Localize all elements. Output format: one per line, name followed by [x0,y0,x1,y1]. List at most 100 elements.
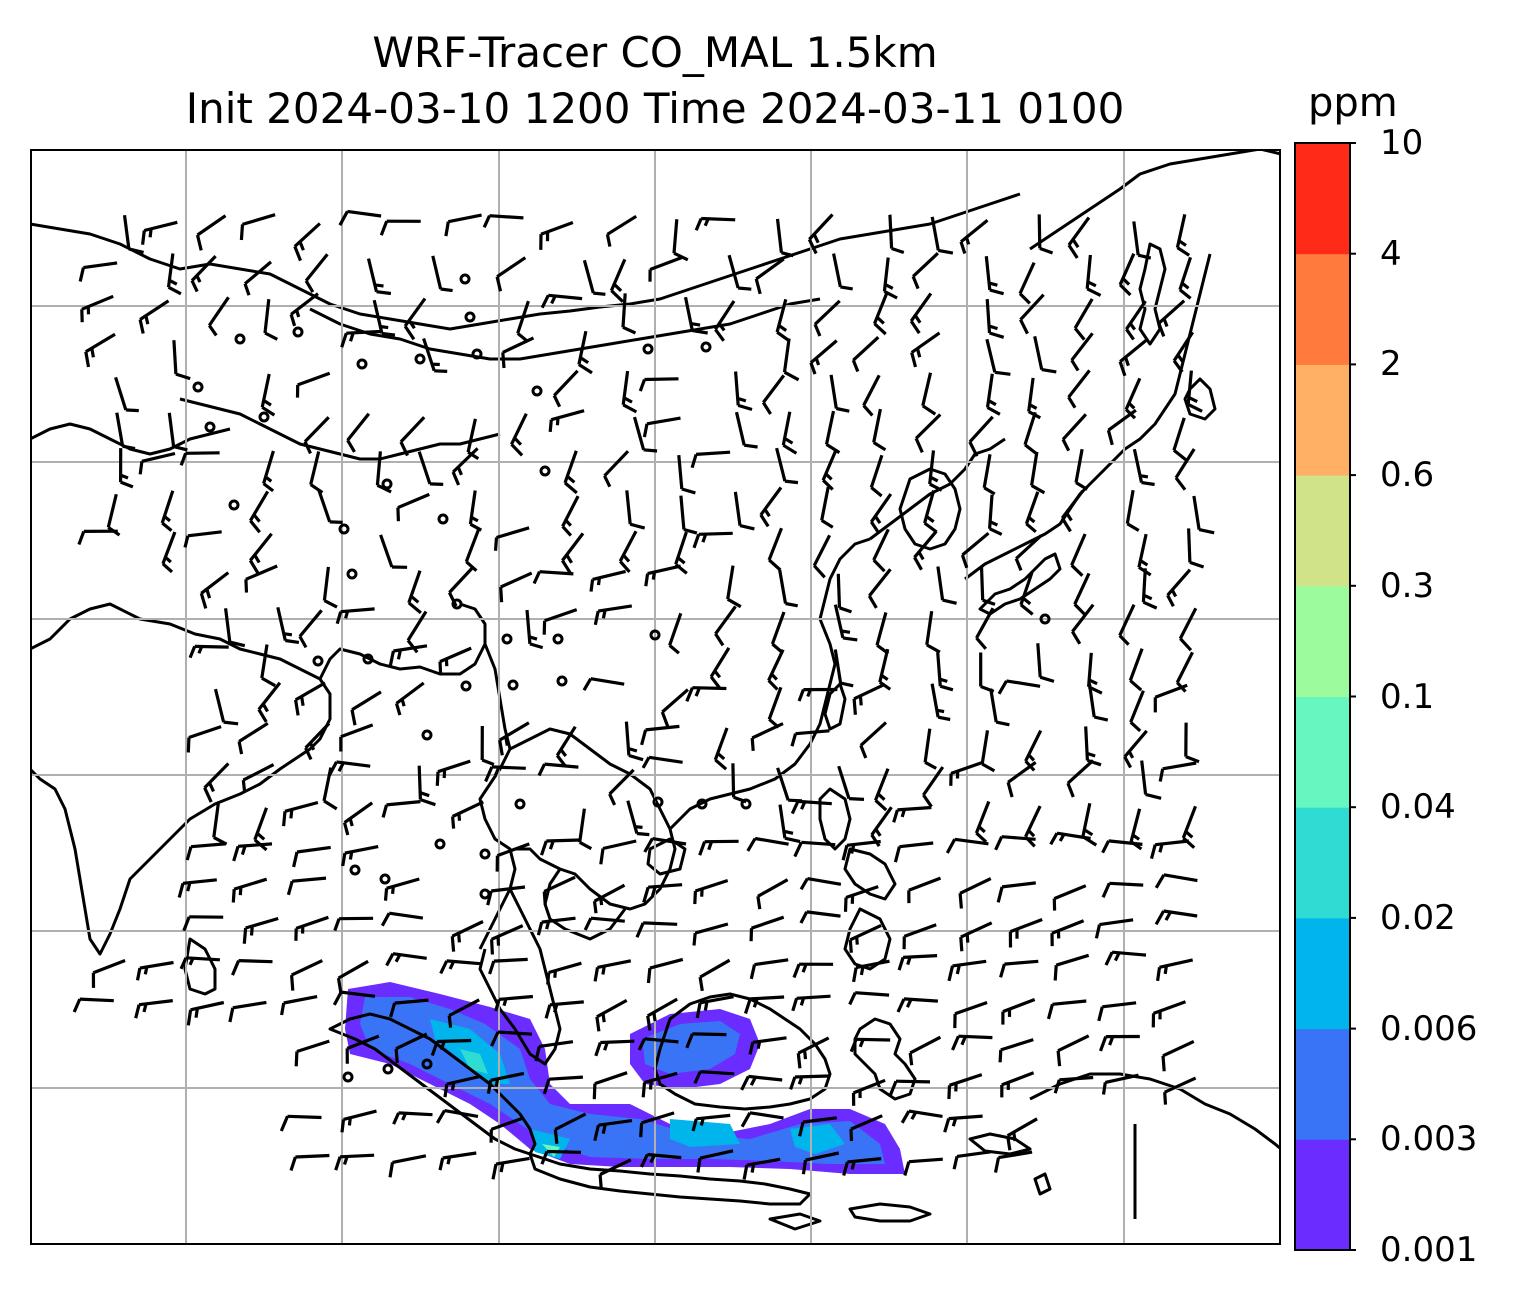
wind-barb [286,876,327,896]
wind-barb [388,644,428,667]
wind-barb [1050,919,1085,947]
wind-barb [1094,918,1134,939]
wind-barb [394,681,425,716]
wind-barb [639,1152,682,1168]
gridlines [30,149,1281,1245]
wind-barb [1157,299,1186,337]
wind-barb [1172,331,1195,373]
wind-barb [495,256,527,292]
calm-wind-circle [258,411,270,423]
colorbar-band [1295,696,1350,808]
wind-barb [244,564,278,593]
wind-barb [1071,603,1095,645]
wind-barb [1066,759,1095,798]
wind-barb [260,373,276,417]
wind-barb [693,1070,735,1085]
wind-barb [635,921,678,938]
wind-barb [832,253,853,291]
wind-barb [438,646,472,674]
wind-barb [203,762,230,803]
colorbar-band [1295,475,1350,587]
wind-barb [869,493,893,535]
wind-barb [510,413,528,457]
colorbar-band [1295,585,1350,697]
wind-barb [775,298,791,343]
calm-wind-circle [382,1063,394,1075]
calm-wind-circle [437,513,449,525]
wind-barb [807,213,834,255]
wind-barb [750,722,784,752]
wind-barb [403,297,427,341]
wind-barb [167,412,188,452]
wind-barb [1052,884,1087,911]
calm-wind-circle [346,568,358,580]
wind-barb [754,257,785,295]
wind-barb [592,1071,628,1100]
wind-barb [546,961,582,985]
wind-barb [605,214,638,247]
wind-barb [624,721,644,762]
calm-wind-circle [649,629,661,641]
wind-barb [242,916,279,944]
wind-barb [493,526,530,551]
wind-barb [694,216,736,231]
wind-barb [801,1151,840,1175]
wind-barb [928,450,943,492]
wind-barb [583,916,625,931]
wind-barb [435,759,471,786]
wind-barb [494,994,534,1012]
wind-barb [1067,369,1091,409]
wind-barb [491,1156,530,1180]
wind-barb [366,258,392,296]
wind-barb [532,570,574,585]
wind-barb [380,911,424,927]
coastline-philippines [818,787,897,971]
wind-barb [552,369,579,408]
wind-barb [385,952,427,967]
wind-barb [862,374,881,417]
wind-barb [727,254,752,291]
wind-barb [867,568,892,609]
wind-barb [1006,1117,1038,1151]
wind-barb [696,1149,734,1173]
wind-barb [593,604,633,626]
calm-wind-circle [192,381,204,393]
coastline-hokkaido [1183,377,1217,421]
wind-barb [852,959,890,983]
wind-barb [925,610,941,654]
colorbar [1294,142,1356,1251]
colorbar-tick-label: 2 [1380,344,1402,385]
wind-barb [849,1037,891,1053]
wind-barb [340,1109,377,1133]
wind-barb [911,252,939,290]
wind-barb [837,765,865,801]
wind-barb [642,416,681,438]
wind-barb [1118,338,1148,377]
wind-barb [540,1149,582,1165]
wind-barb [692,922,729,946]
wind-barb [641,1071,678,1098]
wind-barb [930,683,951,722]
wind-barb [943,1114,983,1133]
wind-barb [851,336,880,373]
wind-barb [1006,761,1037,798]
wind-barb [775,218,794,258]
wind-barb [388,1154,427,1178]
wind-barb [775,447,799,485]
calm-wind-circle [451,598,463,610]
wind-barb [914,413,942,454]
wind-barb [949,760,984,786]
wind-barb [407,570,422,615]
wind-barb [1019,293,1045,335]
wind-barb [759,486,783,528]
wind-barb [951,1034,993,1051]
wind-barb [936,652,954,692]
colorbar-tick-label: 0.001 [1380,1230,1478,1270]
wind-barb [713,727,729,771]
map-title-line1: WRF-Tracer CO_MAL 1.5km [372,28,938,77]
wind-barb [350,690,382,726]
wind-barb [537,762,579,777]
wind-barb [632,416,658,453]
wind-barb [848,923,882,953]
wind-barb [138,299,170,334]
